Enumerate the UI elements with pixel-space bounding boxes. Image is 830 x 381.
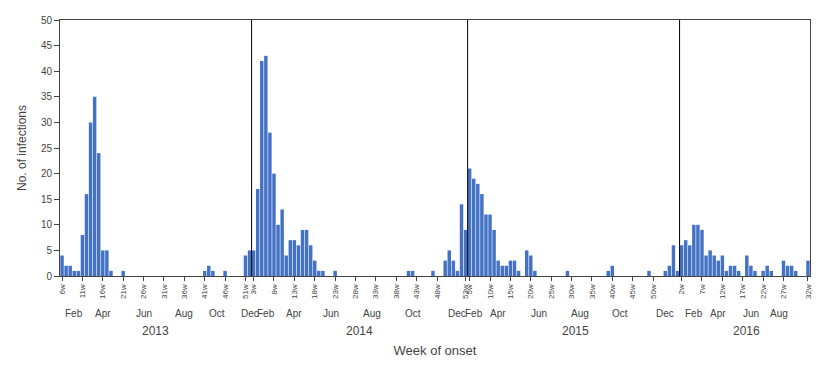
- svg-text:53w: 53w: [461, 284, 470, 299]
- svg-text:51w: 51w: [241, 284, 250, 299]
- svg-text:11w: 11w: [78, 284, 87, 298]
- svg-text:12w: 12w: [718, 284, 727, 299]
- svg-text:Feb: Feb: [257, 308, 275, 319]
- svg-text:27w: 27w: [779, 284, 788, 299]
- svg-text:20: 20: [41, 168, 53, 179]
- svg-text:45w: 45w: [628, 284, 637, 299]
- svg-text:Apr: Apr: [710, 308, 726, 319]
- svg-text:Aug: Aug: [571, 308, 589, 319]
- svg-text:Dec: Dec: [448, 308, 466, 319]
- svg-text:10: 10: [41, 219, 53, 230]
- svg-text:40w: 40w: [608, 284, 617, 299]
- svg-text:35: 35: [41, 91, 53, 102]
- svg-text:Aug: Aug: [770, 308, 788, 319]
- svg-text:45: 45: [41, 40, 53, 51]
- svg-text:25w: 25w: [547, 284, 556, 299]
- svg-text:50: 50: [41, 15, 53, 26]
- svg-text:7w: 7w: [698, 284, 707, 294]
- svg-text:43w: 43w: [412, 284, 421, 299]
- svg-text:Week of onset: Week of onset: [394, 343, 477, 358]
- svg-text:Jun: Jun: [323, 308, 339, 319]
- svg-text:31w: 31w: [160, 284, 169, 299]
- svg-text:Apr: Apr: [490, 308, 506, 319]
- svg-text:5: 5: [46, 245, 52, 256]
- svg-text:18w: 18w: [310, 284, 319, 299]
- svg-text:6w: 6w: [58, 284, 67, 294]
- svg-text:Apr: Apr: [286, 308, 302, 319]
- svg-text:Feb: Feb: [685, 308, 703, 319]
- svg-text:36w: 36w: [180, 284, 189, 299]
- svg-text:38w: 38w: [392, 284, 401, 299]
- svg-text:41w: 41w: [200, 284, 209, 299]
- svg-text:30: 30: [41, 117, 53, 128]
- svg-text:Aug: Aug: [363, 308, 381, 319]
- svg-text:2016: 2016: [733, 324, 760, 338]
- svg-text:2013: 2013: [142, 324, 169, 338]
- svg-text:Oct: Oct: [405, 308, 421, 319]
- svg-text:13w: 13w: [290, 284, 299, 299]
- svg-text:48w: 48w: [433, 284, 442, 299]
- svg-text:32w: 32w: [804, 284, 813, 299]
- svg-text:10w: 10w: [486, 284, 495, 299]
- svg-text:Feb: Feb: [465, 308, 483, 319]
- svg-text:Oct: Oct: [612, 308, 628, 319]
- svg-text:3w: 3w: [249, 284, 258, 294]
- svg-text:5w: 5w: [465, 284, 474, 294]
- svg-text:40: 40: [41, 66, 53, 77]
- svg-text:8w: 8w: [270, 284, 279, 294]
- svg-text:35w: 35w: [588, 284, 597, 299]
- svg-text:25: 25: [41, 143, 53, 154]
- svg-text:20w: 20w: [526, 284, 535, 299]
- svg-text:2014: 2014: [346, 324, 373, 338]
- svg-text:No. of infections: No. of infections: [15, 105, 29, 191]
- svg-text:Apr: Apr: [95, 308, 111, 319]
- svg-text:16w: 16w: [98, 284, 107, 299]
- svg-text:21w: 21w: [119, 284, 128, 299]
- svg-text:Aug: Aug: [175, 308, 193, 319]
- svg-text:17w: 17w: [738, 284, 747, 299]
- svg-text:23w: 23w: [331, 284, 340, 299]
- svg-text:Feb: Feb: [65, 308, 83, 319]
- svg-text:46w: 46w: [221, 284, 230, 299]
- svg-text:15: 15: [41, 194, 53, 205]
- svg-text:0: 0: [46, 271, 52, 282]
- svg-text:2w: 2w: [677, 284, 686, 294]
- svg-text:15w: 15w: [506, 284, 515, 299]
- svg-text:30w: 30w: [567, 284, 576, 299]
- svg-text:Jun: Jun: [743, 308, 759, 319]
- svg-text:Jun: Jun: [531, 308, 547, 319]
- svg-text:28w: 28w: [351, 284, 360, 299]
- svg-text:22w: 22w: [759, 284, 768, 299]
- svg-text:2015: 2015: [562, 324, 589, 338]
- svg-text:Oct: Oct: [209, 308, 225, 319]
- svg-text:Dec: Dec: [656, 308, 674, 319]
- svg-text:Jun: Jun: [136, 308, 152, 319]
- svg-text:Dec: Dec: [241, 308, 259, 319]
- svg-text:33w: 33w: [372, 284, 381, 299]
- svg-text:50w: 50w: [649, 284, 658, 299]
- svg-text:26w: 26w: [139, 284, 148, 299]
